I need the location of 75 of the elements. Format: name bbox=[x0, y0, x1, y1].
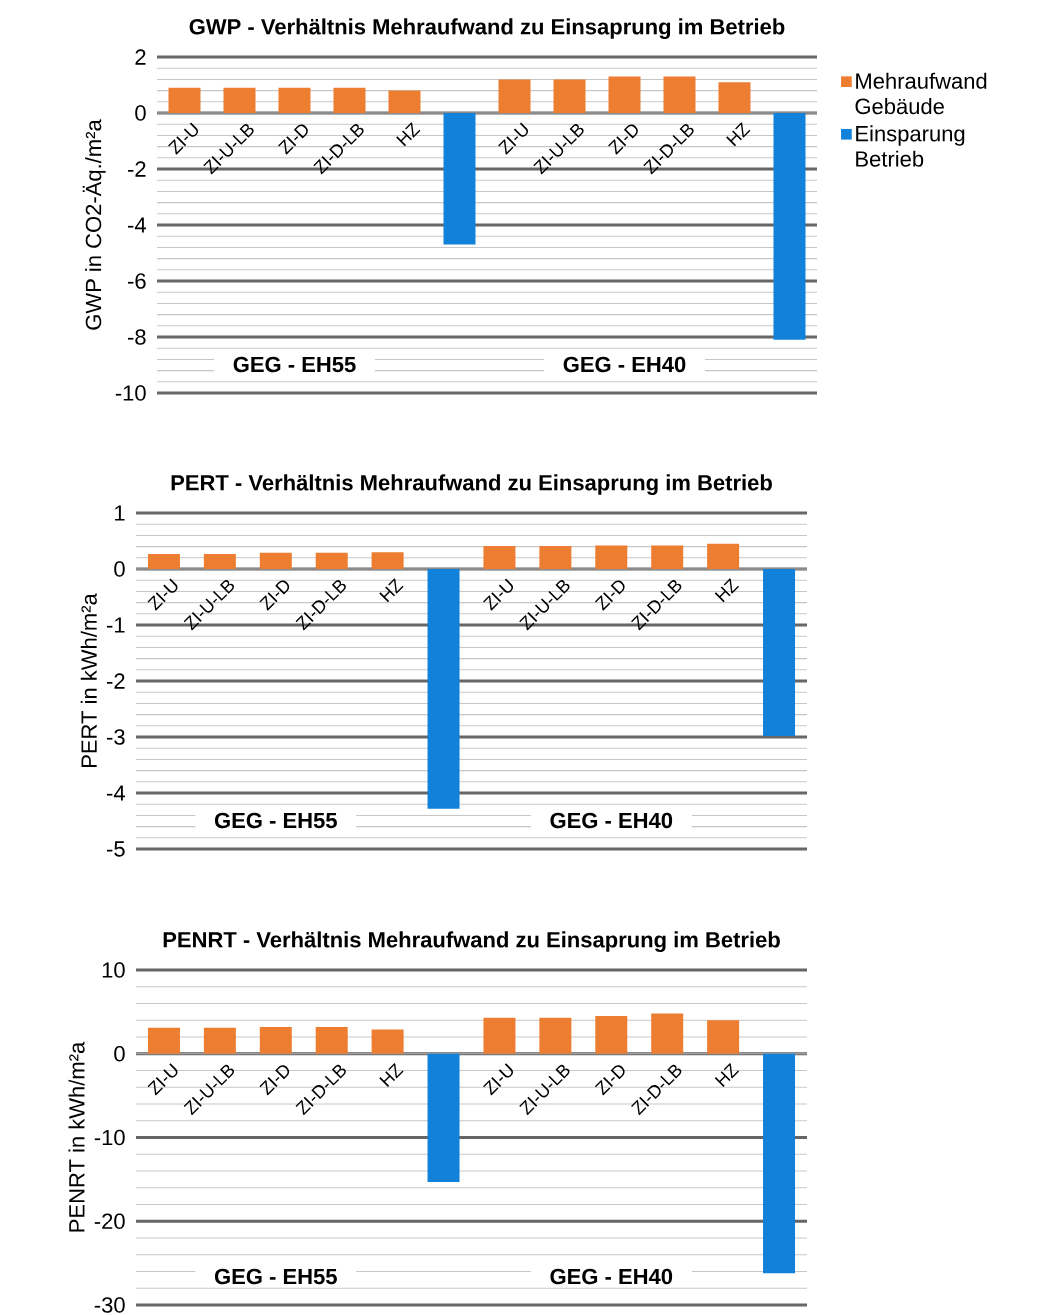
y-axis-title: GWP in CO2-Äq./m²a bbox=[82, 119, 106, 330]
y-tick-label: -4 bbox=[107, 785, 125, 801]
bar bbox=[147, 1027, 180, 1054]
y-tick-label: 2 bbox=[135, 49, 146, 65]
y-tick-label: -4 bbox=[128, 217, 146, 233]
annotation: GEG - EH55 bbox=[214, 812, 337, 829]
bar bbox=[498, 79, 531, 114]
y-tick-label: -10 bbox=[115, 385, 146, 401]
y-tick-label: 10 bbox=[102, 962, 125, 978]
x-tick-label: HZ bbox=[396, 122, 421, 147]
y-tick-label: -5 bbox=[107, 841, 125, 857]
annotation: GEG - EH55 bbox=[233, 356, 356, 373]
x-tick-label: HZ bbox=[714, 1063, 740, 1088]
chart-title: PENRT - Verhältnis Mehraufwand zu Einsaprung im Betrieb bbox=[163, 931, 780, 952]
bar bbox=[388, 90, 421, 114]
bar bbox=[315, 1026, 348, 1054]
y-tick-label: -10 bbox=[94, 1129, 125, 1146]
bar bbox=[595, 1016, 628, 1054]
x-tick-label: HZ bbox=[714, 578, 740, 603]
bar bbox=[773, 113, 806, 340]
bar bbox=[278, 87, 311, 114]
bar bbox=[223, 87, 256, 114]
bar bbox=[651, 1013, 684, 1054]
bar bbox=[259, 552, 292, 570]
bar bbox=[539, 546, 572, 570]
y-tick-label: -8 bbox=[128, 329, 146, 345]
legend-label: Mehraufwand Gebäude bbox=[855, 72, 987, 115]
bar bbox=[371, 1029, 404, 1054]
y-tick-label: 0 bbox=[135, 105, 146, 121]
bar bbox=[168, 87, 201, 114]
bar bbox=[539, 1017, 572, 1054]
y-axis-title: PERT in kWh/m²a bbox=[80, 593, 97, 768]
bar bbox=[371, 552, 404, 570]
x-tick-label: HZ bbox=[726, 122, 751, 147]
bar bbox=[483, 1017, 516, 1054]
bar bbox=[763, 1053, 796, 1274]
bar bbox=[707, 543, 740, 570]
annotation: GEG - EH55 bbox=[214, 1268, 337, 1285]
annotation: GEG - EH40 bbox=[563, 356, 686, 373]
bar bbox=[315, 552, 348, 570]
annotation: GEG - EH40 bbox=[550, 1268, 673, 1285]
chart-title: GWP - Verhältnis Mehraufwand zu Einsaprung im Betrieb bbox=[189, 18, 785, 39]
y-tick-label: -2 bbox=[107, 673, 125, 689]
bar bbox=[443, 113, 476, 245]
y-tick-label: 1 bbox=[115, 505, 125, 521]
x-tick-label: HZ bbox=[379, 578, 404, 603]
y-tick-label: -6 bbox=[128, 273, 146, 289]
y-tick-label: -1 bbox=[107, 617, 125, 633]
y-tick-label: -3 bbox=[107, 729, 125, 745]
legend-label: Einsparung Betrieb bbox=[856, 125, 965, 167]
bar bbox=[595, 545, 628, 570]
y-tick-label: -30 bbox=[94, 1297, 125, 1313]
y-tick-label: -20 bbox=[94, 1213, 125, 1230]
annotation: GEG - EH40 bbox=[550, 812, 673, 829]
bar bbox=[663, 76, 696, 114]
bar bbox=[427, 569, 460, 809]
y-tick-label: -2 bbox=[128, 161, 146, 177]
bar bbox=[553, 79, 586, 114]
bar bbox=[427, 1053, 460, 1182]
bar bbox=[651, 545, 684, 570]
bar bbox=[707, 1020, 740, 1054]
bar bbox=[147, 553, 180, 570]
chart-title: PERT - Verhältnis Mehraufwand zu Einsaprung im Betrieb bbox=[171, 474, 772, 495]
bar bbox=[333, 87, 366, 114]
bar bbox=[763, 569, 796, 736]
bar bbox=[718, 82, 751, 114]
bar bbox=[203, 553, 236, 570]
bar bbox=[259, 1026, 292, 1054]
y-axis-title: PENRT in kWh/m²a bbox=[68, 1041, 85, 1232]
bar bbox=[203, 1027, 236, 1054]
bar bbox=[608, 76, 641, 114]
bar bbox=[483, 546, 516, 570]
y-tick-label: 0 bbox=[114, 561, 125, 577]
y-tick-label: 0 bbox=[114, 1045, 125, 1062]
x-tick-label: HZ bbox=[379, 1063, 404, 1088]
